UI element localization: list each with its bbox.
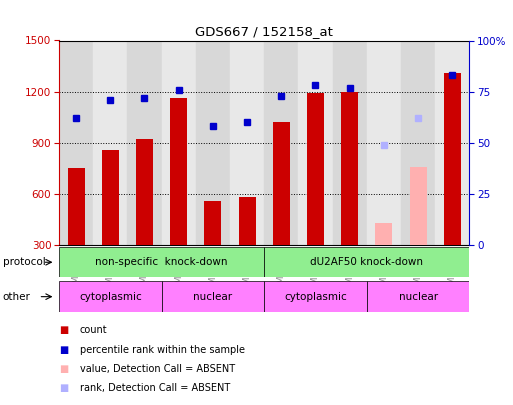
Bar	[230, 40, 264, 245]
Bar	[196, 40, 230, 245]
Text: cytoplasmic: cytoplasmic	[79, 292, 142, 302]
Text: count: count	[80, 325, 107, 335]
Bar	[170, 98, 187, 245]
Text: nuclear: nuclear	[193, 292, 232, 302]
Bar	[59, 281, 162, 312]
Title: GDS667 / 152158_at: GDS667 / 152158_at	[195, 25, 333, 38]
Text: ■: ■	[59, 325, 68, 335]
Bar	[367, 40, 401, 245]
Text: value, Detection Call = ABSENT: value, Detection Call = ABSENT	[80, 364, 234, 374]
Bar	[435, 40, 469, 245]
Bar	[59, 40, 93, 245]
Text: ■: ■	[59, 345, 68, 354]
Bar	[239, 197, 255, 245]
Text: dU2AF50 knock-down: dU2AF50 knock-down	[310, 257, 423, 267]
Bar	[341, 92, 358, 245]
Bar	[409, 166, 427, 245]
Bar	[332, 40, 367, 245]
Bar	[264, 40, 299, 245]
Bar	[307, 93, 324, 245]
Bar	[444, 73, 461, 245]
Bar	[68, 168, 85, 245]
Bar	[204, 201, 222, 245]
Text: other: other	[3, 292, 30, 302]
Bar	[299, 40, 332, 245]
Bar	[367, 281, 469, 312]
Bar	[162, 40, 196, 245]
Text: ■: ■	[59, 364, 68, 374]
Bar	[264, 247, 469, 277]
Bar	[102, 149, 119, 245]
Bar	[273, 122, 290, 245]
Text: rank, Detection Call = ABSENT: rank, Detection Call = ABSENT	[80, 384, 230, 393]
Bar	[264, 281, 367, 312]
Text: ■: ■	[59, 384, 68, 393]
Text: protocol: protocol	[3, 257, 45, 267]
Bar	[401, 40, 435, 245]
Text: nuclear: nuclear	[399, 292, 438, 302]
Bar	[93, 40, 127, 245]
Text: percentile rank within the sample: percentile rank within the sample	[80, 345, 245, 354]
Text: cytoplasmic: cytoplasmic	[284, 292, 347, 302]
Bar	[376, 223, 392, 245]
Bar	[127, 40, 162, 245]
Bar	[59, 247, 264, 277]
Text: non-specific  knock-down: non-specific knock-down	[95, 257, 228, 267]
Bar	[136, 139, 153, 245]
Bar	[162, 281, 264, 312]
